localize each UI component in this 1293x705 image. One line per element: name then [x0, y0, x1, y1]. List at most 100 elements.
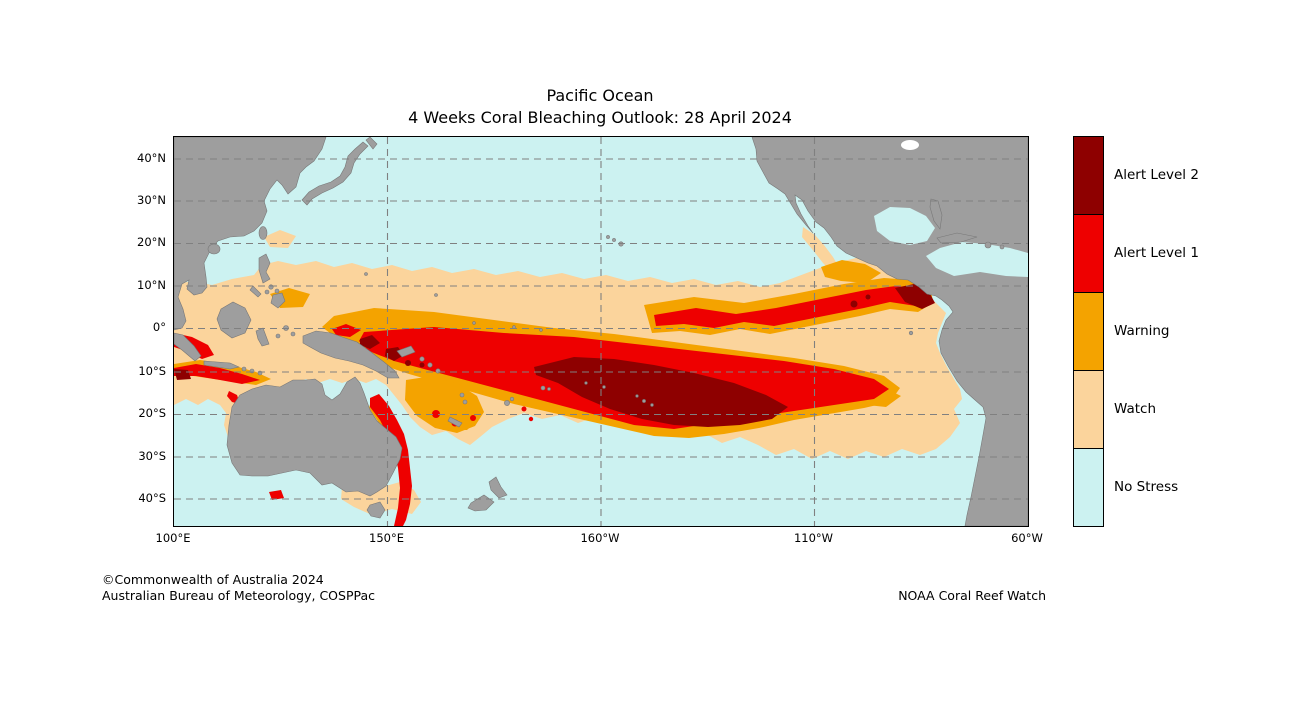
- lon-tick-label: 160°W: [580, 531, 620, 545]
- lon-tick-label: 110°W: [793, 531, 834, 545]
- island-luzon: [258, 253, 271, 284]
- footer-attribution: ©Commonwealth of Australia 2024 Australi…: [102, 572, 375, 603]
- lat-tick-label: 0°: [152, 320, 166, 334]
- legend-swatch-watch: [1074, 370, 1103, 448]
- island-vanuatu-1: [459, 392, 465, 398]
- legend-label-warning: Warning: [1114, 323, 1170, 339]
- island-fiji-1: [504, 400, 510, 406]
- island-mindanao: [270, 292, 286, 309]
- alert1-region-equatorial-east: [654, 286, 928, 328]
- island-galapagos: [908, 330, 914, 336]
- lat-tick-label: 40°N: [137, 150, 166, 165]
- gulf-of-mexico: [874, 207, 935, 245]
- great-lakes: [901, 140, 919, 150]
- alert1-region-bismarck: [332, 324, 361, 337]
- legend-swatch-alert-level-2: [1074, 137, 1103, 214]
- noaa-credit: NOAA Coral Reef Watch: [898, 588, 1046, 603]
- landmass-australia: [226, 376, 403, 497]
- alert2-region-png-1: [360, 335, 380, 349]
- caribbean-islands-layer: [929, 198, 1005, 250]
- alert2-region-core: [534, 357, 788, 427]
- lon-tick-label: 60°W: [1011, 531, 1043, 545]
- legend-swatch-warning: [1074, 292, 1103, 370]
- landmass-asia: [174, 137, 327, 331]
- island-sumatra: [174, 332, 202, 362]
- lat-tick-label: 30°S: [138, 448, 166, 463]
- legend-label-alert-level-1: Alert Level 1: [1114, 244, 1199, 261]
- island-hawaii-2: [612, 238, 616, 242]
- legend-swatch-alert-level-1: [1074, 214, 1103, 292]
- legend-swatch-no-stress: [1074, 448, 1103, 526]
- island-solomon-2: [427, 362, 433, 368]
- island-cook-1: [602, 385, 606, 389]
- lon-tick-label: 150°E: [369, 531, 404, 545]
- island-sunda-1: [241, 366, 247, 372]
- island-cuba: [936, 232, 978, 244]
- island-new-caledonia: [447, 416, 463, 428]
- landmass-japan: [301, 141, 369, 206]
- map-subtitle: 4 Weeks Coral Bleaching Outlook: 28 Apri…: [408, 107, 792, 127]
- island-kiribati-1: [472, 321, 476, 325]
- alert1-region-south-of-australia: [269, 490, 284, 500]
- lat-tick-label: 30°N: [137, 192, 166, 207]
- map-title: Pacific Ocean: [546, 86, 654, 105]
- inland-water-layer: [874, 140, 1028, 277]
- legend-label-alert-level-2: Alert Level 2: [1114, 166, 1199, 183]
- peninsula-florida: [929, 198, 943, 230]
- lat-tick-label: 20°S: [138, 406, 166, 420]
- pacific-map: [173, 136, 1029, 527]
- island-hawaii-1: [606, 235, 610, 239]
- title-block: Pacific Ocean 4 Weeks Coral Bleaching Ou…: [173, 85, 1027, 128]
- island-fiji-2: [509, 396, 515, 402]
- island-sakhalin: [365, 137, 378, 150]
- island-tasmania: [366, 501, 386, 519]
- alert1-spot-fiji: [470, 415, 476, 421]
- island-nz-north: [488, 476, 508, 499]
- lat-tick-label: 10°N: [137, 277, 166, 292]
- agency-text: Australian Bureau of Meteorology, COSPPa…: [102, 587, 375, 603]
- island-taiwan: [258, 226, 268, 240]
- island-palawan: [249, 285, 262, 298]
- legend-colorbar: [1073, 136, 1104, 527]
- alert2-spot-solomon-1: [405, 360, 411, 366]
- island-puerto-rico: [999, 244, 1005, 250]
- island-society-1: [642, 399, 646, 403]
- alert1-region-east-australia: [370, 394, 412, 526]
- island-moluccas-2: [290, 331, 296, 337]
- island-visayas-3: [264, 289, 270, 295]
- alert1-spot-tonga-1: [521, 406, 527, 412]
- island-new-guinea: [302, 330, 400, 379]
- island-moluccas-1: [275, 333, 281, 339]
- island-society-2: [650, 403, 654, 407]
- caribbean-sea: [926, 242, 1028, 277]
- alert1-spot-tonga-2: [528, 416, 534, 422]
- alert2-spot-solomon-2: [419, 362, 425, 368]
- island-hainan: [207, 243, 221, 255]
- island-new-britain: [396, 345, 416, 358]
- island-society-3: [635, 394, 639, 398]
- alert2-spot-east-2: [865, 294, 871, 300]
- alert1-spot-vanuatu: [432, 410, 440, 418]
- island-solomon-1: [419, 356, 425, 362]
- island-hispaniola: [984, 241, 992, 249]
- legend-label-no-stress: No Stress: [1114, 479, 1179, 496]
- warning-region-fiji: [426, 402, 479, 430]
- island-samoa-1: [540, 385, 546, 391]
- alert1-region-south-java: [174, 364, 260, 384]
- lat-tick-label: 40°S: [138, 490, 166, 505]
- warning-region-offshore-mexico: [821, 260, 881, 283]
- gridlines: [174, 137, 1028, 526]
- lat-tick-label: 10°S: [138, 363, 166, 378]
- island-vanuatu-2: [462, 399, 468, 405]
- island-marshall: [434, 293, 438, 297]
- island-samoa-2: [547, 387, 551, 391]
- lat-tick-label: 20°N: [137, 235, 166, 249]
- island-java: [203, 360, 240, 370]
- island-visayas-2: [274, 288, 280, 294]
- alert2-spot-east-1: [850, 300, 858, 308]
- lon-tick-label: 100°E: [155, 531, 191, 545]
- island-kiribati-3: [539, 328, 543, 332]
- island-cook-2: [584, 381, 588, 385]
- legend-label-watch: Watch: [1114, 401, 1157, 418]
